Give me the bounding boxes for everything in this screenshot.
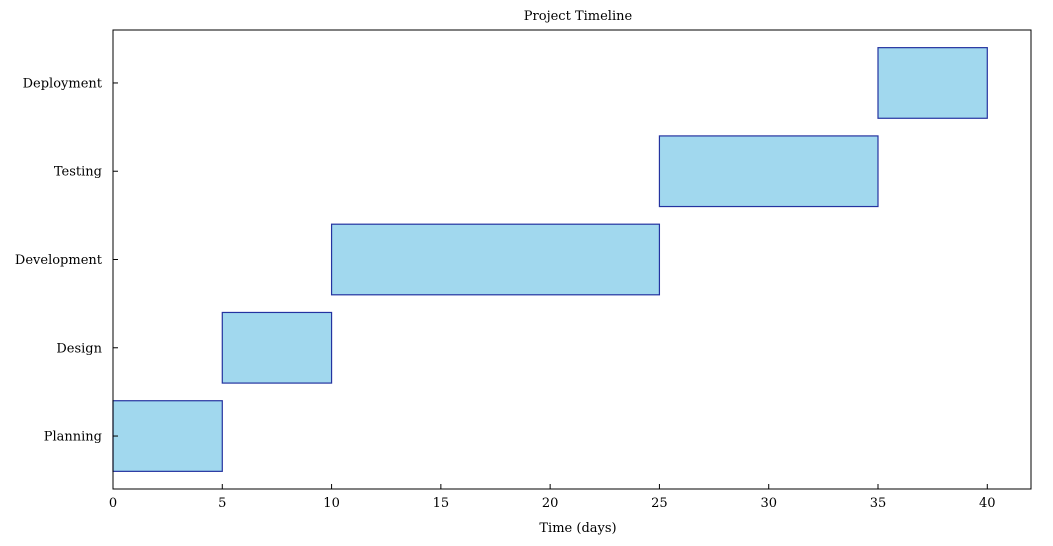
y-tick-label-planning: Planning [44,430,102,445]
bar-design [221,311,333,384]
bars-layer [112,47,988,472]
x-tick-label: 0 [109,496,117,511]
y-tick-label-deployment: Deployment [23,76,103,91]
x-tick-label: 25 [651,496,668,511]
x-tick-label: 40 [979,496,996,511]
y-tick-label-development: Development [15,253,103,268]
bar-development [330,223,661,296]
x-tick-label: 10 [323,496,340,511]
y-tick-label-testing: Testing [54,165,102,180]
x-tick-label: 30 [760,496,777,511]
x-axis: 0 5 10 15 20 25 30 35 40 [109,484,996,511]
bar-testing [658,135,879,208]
bar-planning [112,400,223,472]
chart-title: Project Timeline [524,9,633,24]
x-tick-label: 35 [870,496,887,511]
x-axis-label: Time (days) [539,521,616,536]
y-tick-label-design: Design [56,341,102,356]
bar-deployment [877,47,988,119]
x-tick-label: 15 [433,496,450,511]
x-tick-label: 5 [218,496,226,511]
x-tick-label: 20 [542,496,559,511]
y-axis: Planning Design Development Testing Deployme… [15,76,118,445]
